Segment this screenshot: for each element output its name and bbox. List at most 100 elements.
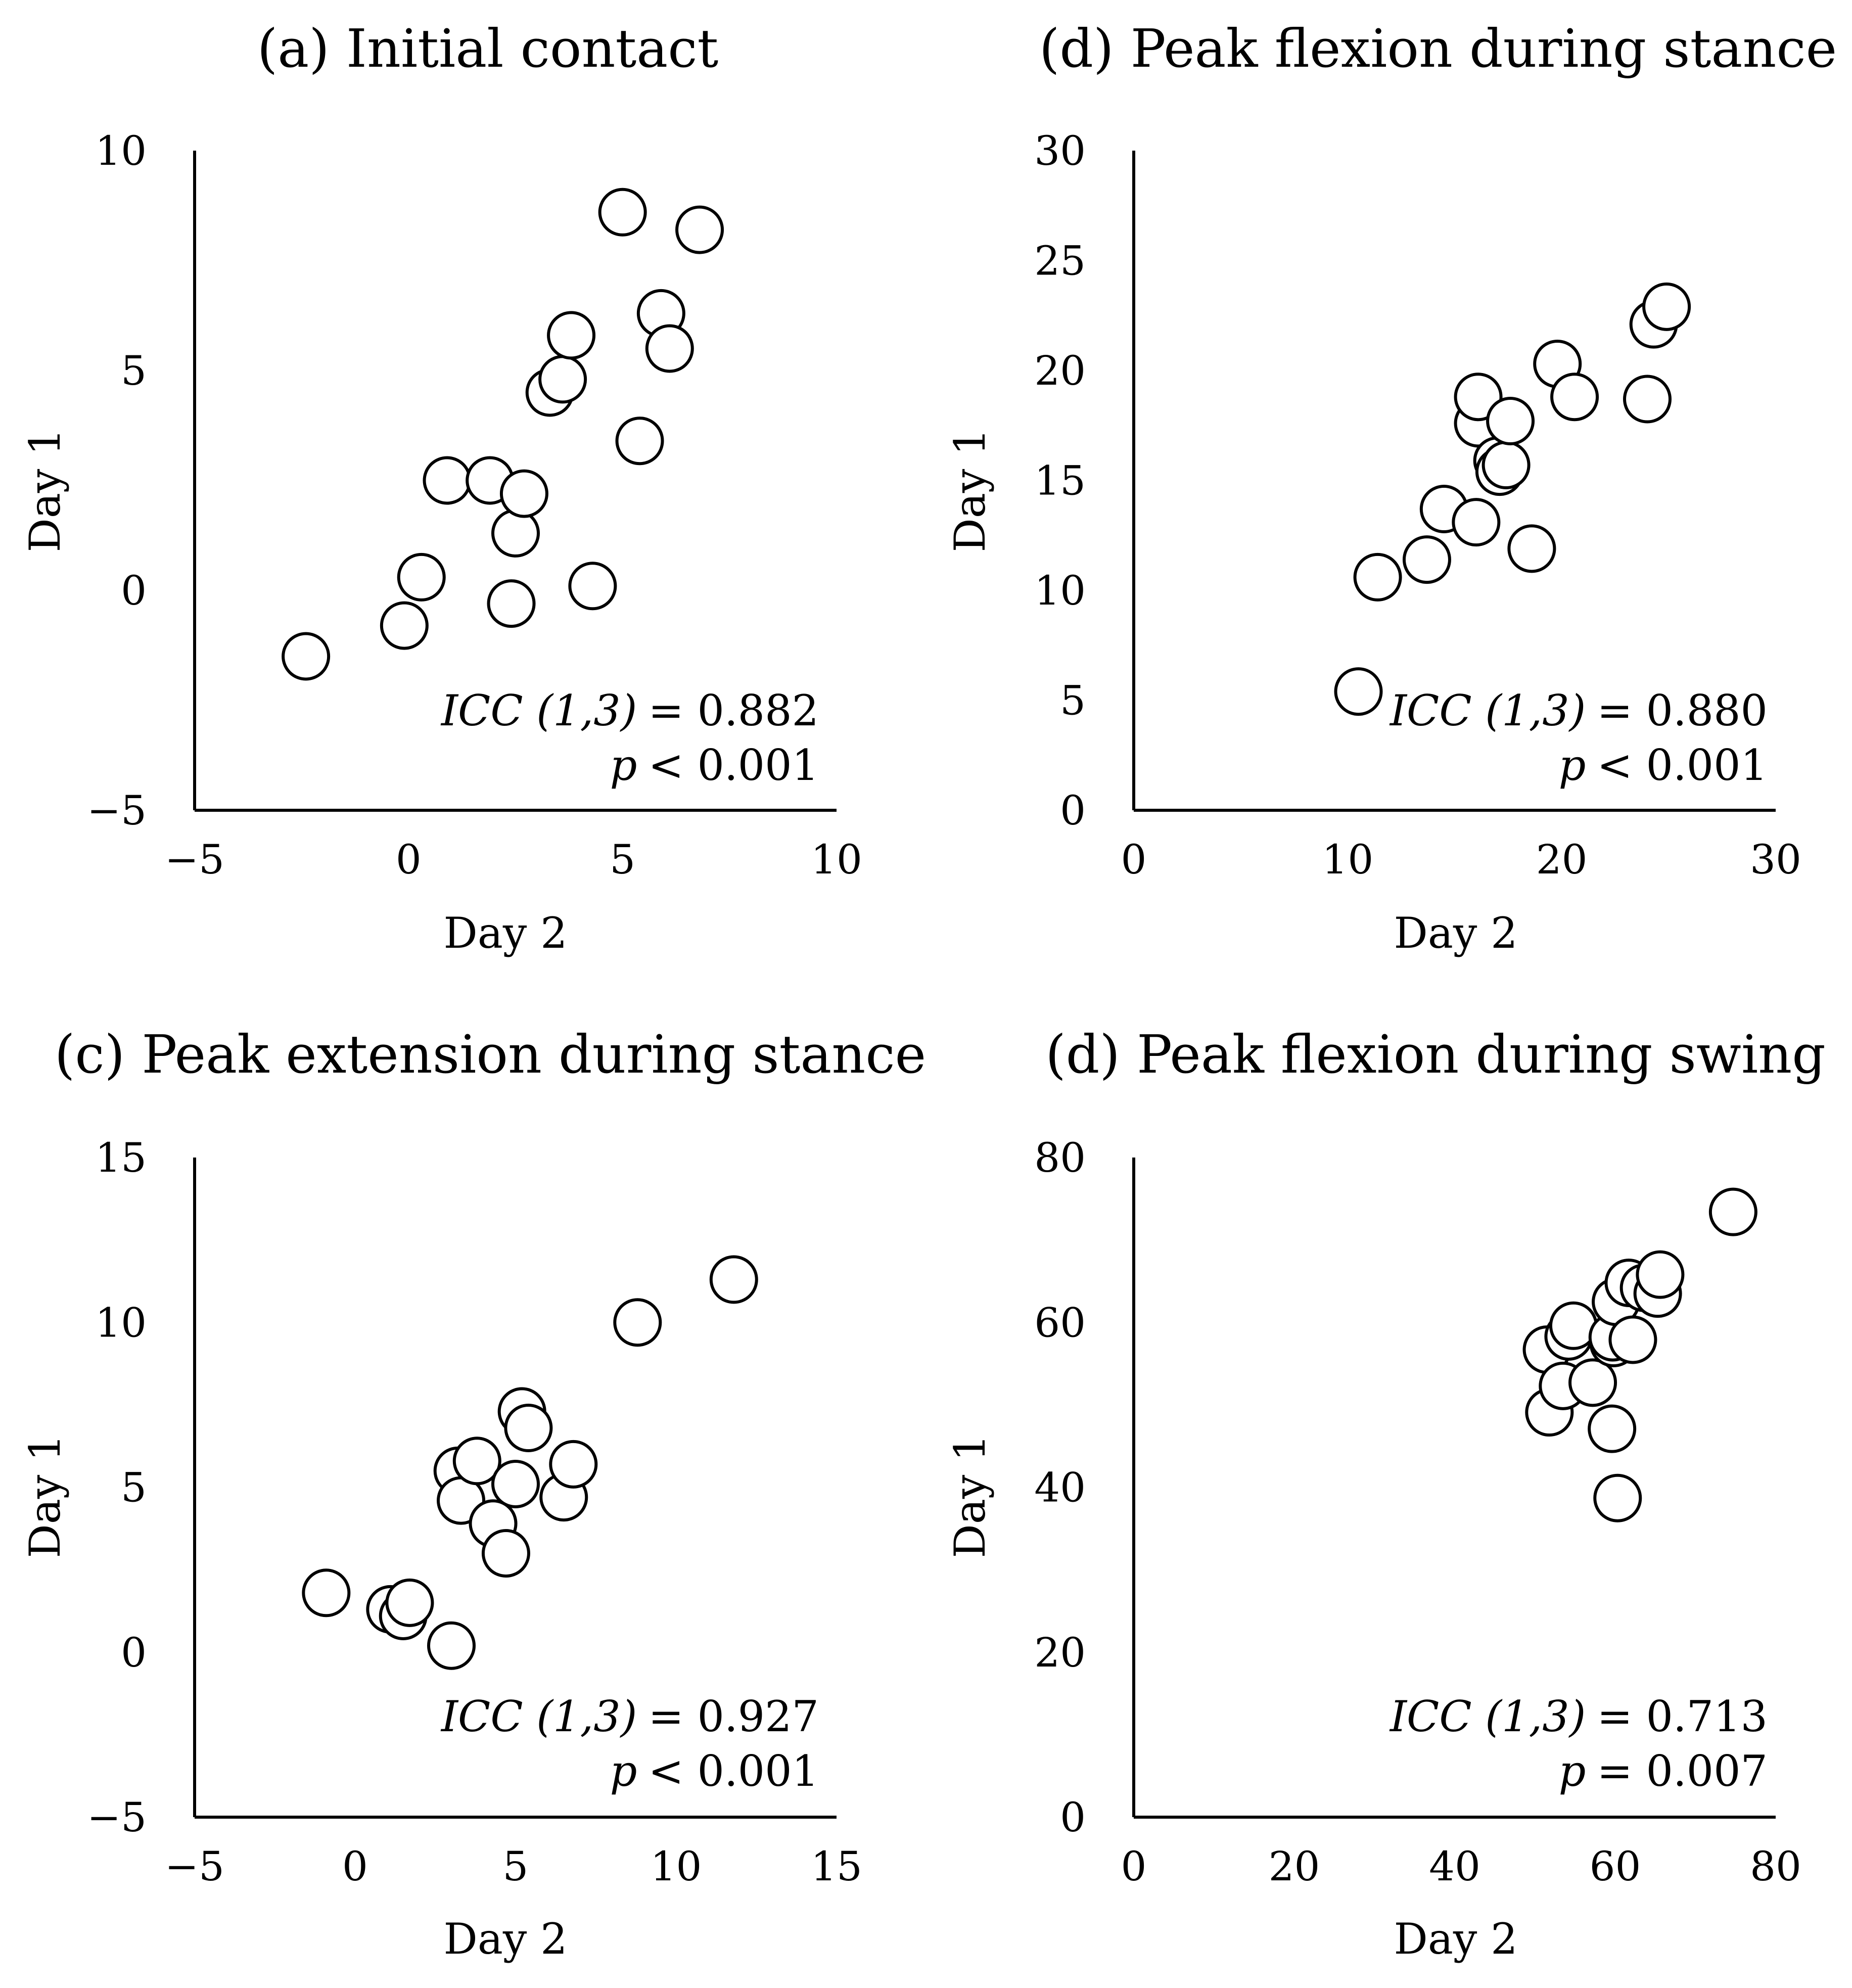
data-point: [303, 1570, 349, 1615]
x-tick-label: 30: [1750, 836, 1801, 883]
y-tick-label: 0: [1060, 1794, 1086, 1841]
x-tick-label: 80: [1750, 1843, 1801, 1890]
icc-value: = 0.927: [648, 1692, 819, 1741]
data-point: [1509, 526, 1554, 571]
data-point: [540, 356, 585, 402]
p-label: p: [1559, 1746, 1586, 1796]
data-point: [617, 418, 663, 464]
y-tick-label: 15: [95, 1134, 147, 1181]
p-value: = 0.007: [1597, 1746, 1768, 1796]
data-point: [493, 1461, 538, 1507]
x-tick-label: 5: [503, 1843, 529, 1890]
icc-label: ICC (1,3): [440, 686, 637, 735]
x-tick-label: 0: [1121, 1843, 1147, 1890]
y-tick-label: 15: [1034, 457, 1086, 504]
panel-title: (d) Peak flexion during stance: [1039, 18, 1837, 79]
data-point: [711, 1257, 757, 1302]
panel-title: (a) Initial contact: [257, 18, 719, 79]
data-point: [1610, 1317, 1655, 1363]
icc-value: = 0.880: [1597, 686, 1768, 735]
y-tick-label: −5: [87, 1794, 147, 1841]
data-point: [399, 554, 444, 600]
y-tick-label: 80: [1034, 1134, 1086, 1181]
data-point: [548, 312, 594, 358]
data-point: [1484, 442, 1529, 488]
data-point: [283, 634, 329, 679]
x-tick-label: 0: [1121, 836, 1147, 883]
icc-value: = 0.882: [648, 686, 819, 735]
data-point: [387, 1580, 432, 1626]
y-tick-label: 20: [1034, 1629, 1086, 1676]
figure-scatter-grid: (a) Initial contact −50510 −5 0 5 10 Day 2 …: [0, 0, 1852, 1988]
x-tick-label: 20: [1269, 1843, 1320, 1890]
panel-peak-flexion-swing: (d) Peak flexion during swing 020406080 …: [945, 1024, 1826, 1964]
y-tick-label: 0: [1060, 787, 1086, 834]
y-axis-label: Day 1: [20, 428, 70, 552]
data-point: [1404, 537, 1450, 582]
data-point: [1552, 374, 1597, 420]
icc-annotation: ICC (1,3) = 0.713: [1389, 1692, 1768, 1741]
p-label: p: [1559, 741, 1586, 790]
panel-peak-extension-stance: (c) Peak extension during stance −505101…: [20, 1024, 926, 1964]
y-tick-label: 10: [95, 1299, 147, 1346]
y-tick-label: 10: [1034, 567, 1086, 614]
y-tick-label: −5: [87, 787, 147, 834]
x-tick-label: −5: [165, 1843, 224, 1890]
y-axis-label: Day 1: [945, 428, 995, 552]
p-annotation: p < 0.001: [610, 1746, 819, 1796]
x-tick-label: 0: [396, 836, 422, 883]
y-tick-label: 20: [1034, 347, 1086, 394]
x-tick-label: 0: [342, 1843, 368, 1890]
y-tick-label: 5: [121, 1464, 147, 1511]
x-tick-label: 10: [651, 1843, 702, 1890]
data-point: [1355, 554, 1401, 600]
x-axis-label: Day 2: [443, 908, 567, 958]
p-label: p: [610, 741, 637, 790]
data-point: [1625, 377, 1670, 422]
x-tick-label: 5: [610, 836, 635, 883]
y-tick-label: 5: [1060, 677, 1086, 724]
data-point: [1336, 669, 1381, 714]
icc-label: ICC (1,3): [440, 1692, 637, 1741]
data-point: [425, 458, 470, 503]
y-axis-label: Day 1: [945, 1434, 995, 1558]
panel-peak-flexion-stance: (d) Peak flexion during stance 0 5 10 15 20 2…: [945, 18, 1837, 958]
y-tick-label: 0: [121, 1629, 147, 1676]
p-annotation: p < 0.001: [1559, 741, 1768, 790]
p-annotation: p = 0.007: [1559, 1746, 1768, 1796]
data-point: [382, 603, 427, 649]
y-tick-label: 40: [1034, 1464, 1086, 1511]
p-value: < 0.001: [648, 741, 819, 790]
x-tick-label: 15: [811, 1843, 862, 1890]
data-point: [1644, 284, 1689, 330]
p-annotation: p < 0.001: [610, 741, 819, 790]
x-tick-label: 60: [1590, 1843, 1641, 1890]
data-point: [600, 190, 645, 235]
y-tick-label: 25: [1034, 238, 1086, 285]
data-point: [615, 1300, 660, 1345]
x-tick-label: 40: [1429, 1843, 1480, 1890]
panel-title: (d) Peak flexion during swing: [1045, 1024, 1826, 1085]
x-axis-label: Day 2: [1394, 1914, 1517, 1964]
data-point: [550, 1442, 596, 1487]
data-point: [1453, 499, 1499, 545]
p-value: < 0.001: [648, 1746, 819, 1796]
data-point: [493, 511, 538, 556]
y-tick-label: 60: [1034, 1299, 1086, 1346]
icc-annotation: ICC (1,3) = 0.880: [1389, 686, 1768, 735]
data-point: [489, 581, 534, 626]
data-point: [429, 1623, 474, 1669]
data-point: [647, 326, 692, 372]
icc-label: ICC (1,3): [1389, 686, 1586, 735]
x-tick-label: 10: [811, 836, 862, 883]
x-axis-label: Day 2: [443, 1914, 567, 1964]
data-point: [505, 1405, 551, 1451]
x-tick-label: 10: [1322, 836, 1373, 883]
data-point: [1637, 1252, 1683, 1298]
data-point: [1710, 1189, 1756, 1235]
data-point: [570, 563, 615, 609]
data-point: [1589, 1406, 1635, 1452]
icc-annotation: ICC (1,3) = 0.927: [440, 1692, 819, 1741]
y-tick-label: 0: [121, 567, 147, 614]
